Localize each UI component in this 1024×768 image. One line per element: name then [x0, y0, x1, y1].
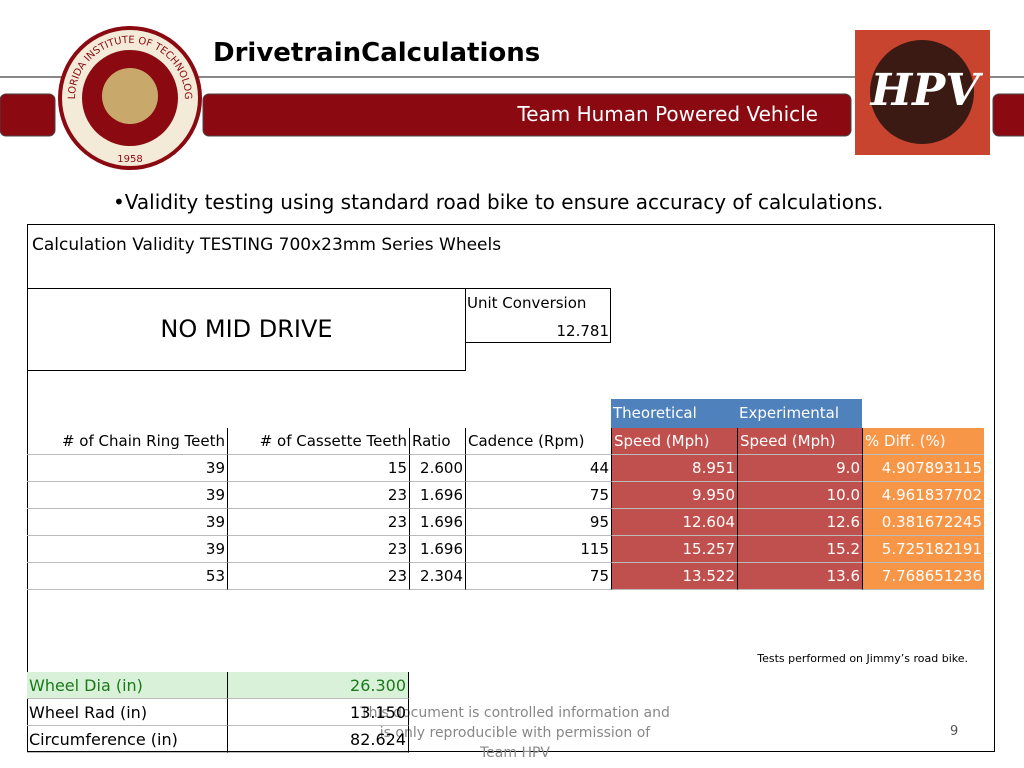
wheel-cell: 82.624 [227, 726, 409, 753]
table-cell: 115 [465, 536, 611, 563]
table-cell: 39 [27, 455, 227, 482]
table-cell: 15.257 [611, 536, 737, 563]
hpv-text: HPV [869, 65, 984, 116]
sheet-title: Calculation Validity TESTING 700x23mm Se… [32, 235, 502, 255]
page-number: 9 [950, 724, 959, 739]
table-cell: 7.768651236 [862, 563, 984, 590]
table-cell: 2.304 [409, 563, 465, 590]
bar-left [0, 93, 56, 137]
column-header: % Diff. (%) [862, 428, 984, 455]
column-header: Speed (Mph) [611, 428, 737, 455]
wheel-cell: Wheel Rad (in) [27, 699, 227, 726]
table-cell: 4.961837702 [862, 482, 984, 509]
table-cell: 15 [227, 455, 409, 482]
gear [870, 40, 974, 144]
column-header: # of Chain Ring Teeth [27, 428, 227, 455]
table-cell: 15.2 [737, 536, 862, 563]
table-cell: 5.725182191 [862, 536, 984, 563]
notice: This document is controlled information … [360, 705, 670, 761]
unit-label: Unit Conversion [467, 294, 587, 312]
table-cell: 44 [465, 455, 611, 482]
table-cell: 9.0 [737, 455, 862, 482]
table-cell: 1.696 [409, 482, 465, 509]
table-cell: 12.6 [737, 509, 862, 536]
title: DrivetrainCalculations [213, 38, 541, 68]
seal-year: 1958 [117, 154, 142, 165]
table-cell: 39 [27, 536, 227, 563]
column-header: # of Cassette Teeth [227, 428, 409, 455]
table-cell: 53 [27, 563, 227, 590]
unit-box [465, 288, 611, 343]
column-header: Ratio [409, 428, 465, 455]
table-cell: 23 [227, 536, 409, 563]
sheet [27, 224, 995, 752]
table-cell: 13.522 [611, 563, 737, 590]
table-cell: 23 [227, 509, 409, 536]
table-cell: 75 [465, 482, 611, 509]
title-bar [202, 93, 852, 137]
group-header: Experimental [737, 399, 862, 428]
note: Tests performed on Jimmy’s road bike. [757, 652, 968, 665]
table-cell: 8.951 [611, 455, 737, 482]
column-header: Speed (Mph) [737, 428, 862, 455]
wheel-cell: 26.300 [227, 672, 409, 699]
table-cell: 9.950 [611, 482, 737, 509]
bar-right [992, 93, 1024, 137]
wheel-cell: Circumference (in) [27, 726, 227, 753]
globe [102, 68, 158, 124]
table-cell: 23 [227, 482, 409, 509]
group-header: Theoretical [611, 399, 737, 428]
bullet: •Validity testing using standard road bi… [113, 190, 884, 214]
table-cell: 75 [465, 563, 611, 590]
wheel-cell: 13.150 [227, 699, 409, 726]
table-cell: 0.381672245 [862, 509, 984, 536]
table-cell: 39 [27, 482, 227, 509]
table-cell: 1.696 [409, 536, 465, 563]
header-graphics: FLORIDA INSTITUTE OF TECHNOLOGY 1958 HPV [0, 0, 1024, 170]
table-cell: 23 [227, 563, 409, 590]
unit-value: 12.781 [556, 322, 610, 340]
table-cell: 39 [27, 509, 227, 536]
table-cell: 2.600 [409, 455, 465, 482]
wheel-cell: Wheel Dia (in) [27, 672, 227, 699]
table-cell: 10.0 [737, 482, 862, 509]
table-cell: 13.6 [737, 563, 862, 590]
box-label: NO MID DRIVE [27, 288, 466, 371]
table-cell: 12.604 [611, 509, 737, 536]
table-cell: 95 [465, 509, 611, 536]
table-cell: 1.696 [409, 509, 465, 536]
subtitle: Team Human Powered Vehicle [517, 102, 818, 126]
column-header: Cadence (Rpm) [465, 428, 611, 455]
table-cell: 4.907893115 [862, 455, 984, 482]
